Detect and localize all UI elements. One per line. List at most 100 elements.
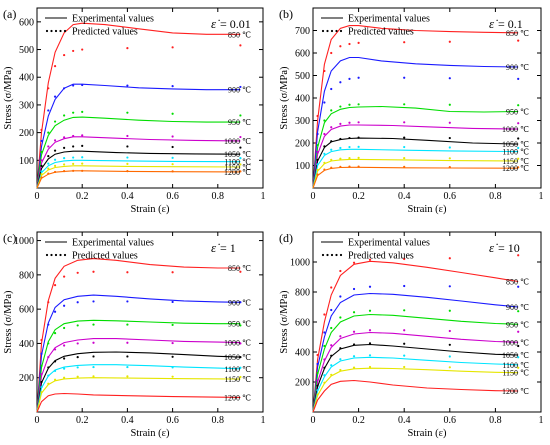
series-2: 950 ℃ — [312, 309, 529, 413]
series-6: 1150 ℃ — [36, 375, 251, 413]
predicted-point — [368, 329, 372, 332]
temperature-label: 1150 ℃ — [502, 157, 529, 166]
series-2: 950 ℃ — [36, 320, 251, 413]
legend-entry: Experimental values — [72, 238, 154, 249]
x-tick-label: 0 — [311, 191, 316, 202]
predicted-point — [92, 300, 95, 303]
panel-label: (c) — [3, 231, 16, 245]
predicted-point — [357, 41, 360, 44]
predicted-point — [53, 65, 57, 68]
predicted-point — [323, 331, 326, 334]
predicted-point — [339, 316, 342, 319]
predicted-point — [40, 373, 43, 376]
strain-rate-symbol: ε̇ — [211, 240, 220, 255]
predicted-point — [47, 109, 50, 112]
predicted-point — [330, 140, 333, 143]
temperature-label: 1000 ℃ — [224, 339, 251, 348]
predicted-point — [352, 261, 356, 264]
x-tick-label: 0.8 — [212, 415, 225, 426]
plot-frame — [36, 7, 264, 189]
x-axis-label: Strain (ε) — [130, 204, 170, 215]
predicted-point — [339, 368, 342, 372]
predicted-point — [171, 84, 174, 88]
predicted-point — [47, 131, 50, 134]
predicted-point — [403, 41, 406, 44]
predicted-point — [53, 310, 57, 313]
predicted-point — [53, 332, 57, 335]
predicted-point — [316, 150, 319, 154]
predicted-point — [76, 366, 79, 369]
temperature-label: 900 ℃ — [228, 298, 251, 307]
predicted-point — [403, 365, 406, 369]
experimental-line — [36, 159, 241, 189]
predicted-point — [40, 338, 43, 342]
predicted-point — [40, 159, 43, 162]
predicted-point — [517, 104, 520, 107]
predicted-point — [339, 157, 342, 160]
x-tick-label: 0.6 — [166, 191, 179, 202]
predicted-point — [403, 342, 406, 345]
predicted-point — [316, 393, 319, 396]
predicted-point — [76, 375, 79, 378]
predicted-point — [239, 170, 242, 173]
temperature-label: 1200 ℃ — [502, 387, 529, 396]
y-tick-label: 500 — [295, 71, 310, 82]
predicted-point — [323, 168, 326, 171]
experimental-line — [312, 356, 519, 413]
predicted-point — [330, 109, 333, 112]
x-axis-label: Strain (ε) — [407, 428, 447, 439]
experimental-line — [36, 116, 241, 189]
legend-dot-swatch — [321, 29, 325, 33]
temperature-label: 1200 ℃ — [502, 164, 529, 173]
predicted-point — [92, 375, 95, 378]
predicted-point — [330, 344, 333, 347]
predicted-point — [323, 161, 326, 164]
experimental-line — [36, 338, 241, 413]
predicted-point — [316, 362, 319, 366]
y-tick-label: 1000 — [14, 236, 34, 247]
predicted-point — [63, 304, 66, 307]
predicted-point — [126, 271, 129, 274]
predicted-point — [63, 170, 66, 173]
legend-entry: Predicted values — [72, 251, 138, 262]
panel-c: 0 0.2 0.4 0.6 0.8 1 200 400 600 800 1000 Strain (ε)… — [3, 231, 266, 439]
predicted-point — [323, 101, 326, 104]
temperature-label: 850 ℃ — [506, 278, 529, 287]
predicted-point — [339, 122, 342, 125]
series-3: 1000 ℃ — [312, 121, 529, 189]
experimental-line — [36, 258, 241, 413]
x-tick-label: 0.2 — [352, 415, 365, 426]
predicted-point — [40, 352, 43, 355]
predicted-point — [53, 95, 57, 98]
y-tick-label: 200 — [295, 139, 310, 150]
predicted-point — [448, 165, 451, 169]
predicted-point — [72, 145, 75, 148]
series-5: 1100 ℃ — [36, 156, 251, 189]
predicted-point — [40, 391, 43, 394]
predicted-point — [126, 162, 129, 166]
predicted-point — [448, 285, 451, 288]
predicted-point — [448, 121, 451, 124]
predicted-point — [339, 165, 342, 168]
panel-label: (b) — [279, 7, 293, 21]
series-6: 1150 ℃ — [312, 365, 529, 413]
legend-dot-swatch — [326, 253, 329, 257]
experimental-line — [312, 25, 519, 189]
predicted-point — [171, 323, 174, 327]
predicted-point — [323, 313, 326, 316]
predicted-point — [517, 310, 520, 313]
predicted-point — [81, 83, 84, 87]
predicted-point — [517, 356, 520, 359]
predicted-point — [323, 145, 326, 148]
predicted-point — [53, 139, 57, 142]
predicted-point — [239, 375, 242, 379]
temperature-label: 1050 ℃ — [502, 140, 529, 149]
y-tick-label: 200 — [295, 378, 310, 389]
experimental-line — [312, 124, 519, 189]
predicted-point — [76, 271, 79, 274]
predicted-point — [348, 103, 351, 106]
predicted-point — [72, 134, 75, 138]
predicted-point — [239, 356, 242, 359]
predicted-point — [63, 367, 66, 370]
predicted-point — [348, 136, 351, 140]
